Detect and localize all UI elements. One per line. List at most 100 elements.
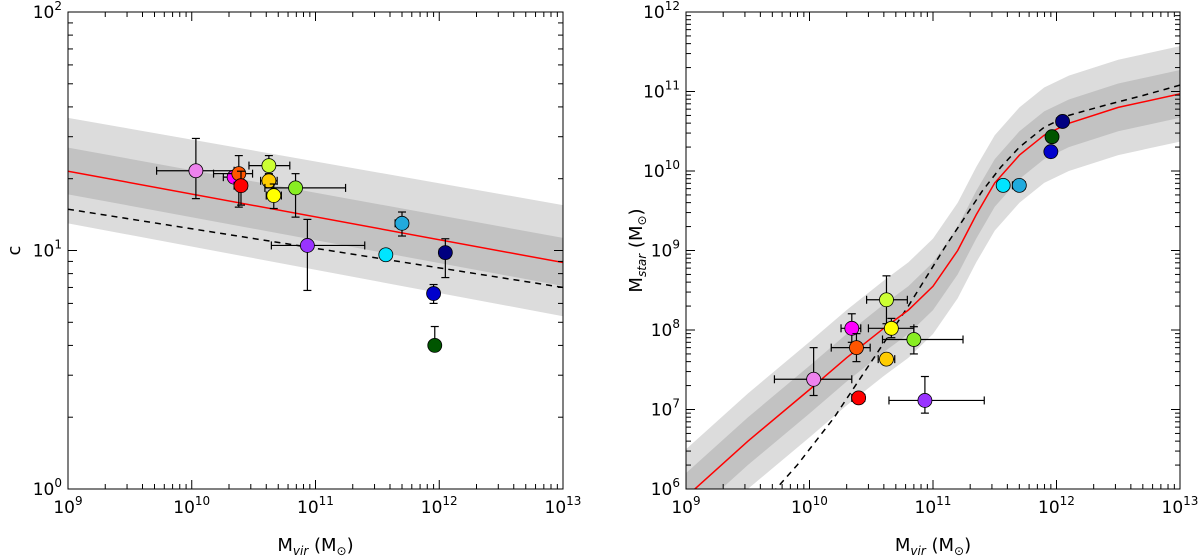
data-point-3 xyxy=(851,390,867,406)
plot-area xyxy=(68,117,563,353)
ticks xyxy=(67,11,564,490)
x-tick-label: 1012 xyxy=(1038,494,1075,518)
tick-exponent: 11 xyxy=(936,494,951,508)
x-axis-label-unit-sub: ⊙ xyxy=(337,544,347,557)
marker xyxy=(427,338,443,353)
data-point-0 xyxy=(773,347,853,397)
marker xyxy=(394,215,410,231)
tick-base: 10 xyxy=(915,498,937,518)
tick-base: 10 xyxy=(651,321,673,341)
tick-exponent: 12 xyxy=(665,0,680,13)
tick-base: 10 xyxy=(671,498,693,518)
x-tick-label: 109 xyxy=(53,494,82,518)
y-tick-label: 100 xyxy=(33,476,62,500)
marker xyxy=(266,188,282,203)
x-axis-label-sub: vir xyxy=(293,544,309,557)
tick-labels: 109 1010 1011 1012 1013106107108109101010111… xyxy=(643,0,1198,518)
tick-exponent: 9 xyxy=(693,494,701,508)
x-axis-label: Mvir (M⊙) xyxy=(277,535,353,557)
x-tick-label: 1011 xyxy=(915,494,952,518)
tick-exponent: 2 xyxy=(54,0,62,13)
marker xyxy=(1011,177,1027,193)
tick-exponent: 9 xyxy=(75,494,83,508)
x-tick-label: 1010 xyxy=(173,494,210,518)
marker xyxy=(806,371,822,387)
data-point-3 xyxy=(233,170,249,206)
tick-exponent: 13 xyxy=(566,494,581,508)
x-tick-label: 1011 xyxy=(297,494,334,518)
y-tick-label: 1011 xyxy=(643,79,680,103)
tick-base: 10 xyxy=(421,498,443,518)
tick-base: 10 xyxy=(545,498,567,518)
x-tick-label: 109 xyxy=(671,494,700,518)
marker xyxy=(883,320,899,336)
marker xyxy=(1055,114,1070,129)
tick-base: 10 xyxy=(53,498,75,518)
x-axis-label-unit: (M xyxy=(926,535,954,556)
tick-exponent: 6 xyxy=(672,476,680,490)
marker xyxy=(261,158,277,173)
data-point-2 xyxy=(830,333,871,363)
marker xyxy=(378,247,394,263)
data-point-6 xyxy=(867,317,915,339)
data-point-8 xyxy=(888,375,985,414)
tick-base: 10 xyxy=(651,242,673,262)
x-axis-label-main: M xyxy=(895,535,911,556)
y-axis-label: Mstar (M⊙) xyxy=(626,208,649,292)
tick-exponent: 0 xyxy=(54,476,62,490)
x-tick-label: 1013 xyxy=(1162,494,1199,518)
marker xyxy=(849,340,864,356)
x-axis-label: Mvir (M⊙) xyxy=(895,535,971,557)
data-point-7 xyxy=(264,173,347,218)
y-tick-label: 102 xyxy=(33,0,62,23)
marker xyxy=(233,178,249,194)
marker xyxy=(1043,144,1059,160)
data-point-10 xyxy=(394,211,410,237)
data-point-10 xyxy=(1011,177,1027,193)
stellar-mass-panel: 109 1010 1011 1012 1013106107108109101010111… xyxy=(626,0,1198,557)
tick-exponent: 10 xyxy=(665,158,680,172)
y-axis-label-sub: star xyxy=(635,253,649,277)
marker xyxy=(844,320,860,336)
marker xyxy=(906,332,922,347)
x-tick-label: 1013 xyxy=(545,494,582,518)
data-point-9 xyxy=(995,177,1011,193)
y-axis-label-unit: (M xyxy=(626,226,647,254)
curve-red-fit xyxy=(68,170,563,264)
tick-exponent: 7 xyxy=(672,397,680,411)
data-point-11 xyxy=(1043,144,1059,160)
marker xyxy=(288,180,303,196)
tick-exponent: 13 xyxy=(1183,494,1198,508)
data-point-1 xyxy=(840,313,862,343)
tick-base: 10 xyxy=(791,498,813,518)
y-tick-label: 107 xyxy=(651,397,680,421)
x-axis-label-main: M xyxy=(277,535,293,556)
marker xyxy=(995,177,1011,193)
data-point-13 xyxy=(427,325,443,353)
tick-exponent: 9 xyxy=(672,238,680,252)
data-point-11 xyxy=(426,283,441,305)
marker xyxy=(188,163,204,179)
tick-base: 10 xyxy=(33,480,55,500)
data-point-7 xyxy=(881,326,964,355)
marker xyxy=(879,292,894,308)
tick-base: 10 xyxy=(33,3,55,23)
y-tick-label: 106 xyxy=(651,476,680,500)
marker xyxy=(437,245,453,260)
y-axis-label: c xyxy=(4,246,25,256)
marker xyxy=(231,166,247,182)
tick-base: 10 xyxy=(1038,498,1060,518)
tick-base: 10 xyxy=(1162,498,1184,518)
tick-exponent: 11 xyxy=(319,494,334,508)
x-tick-label: 1012 xyxy=(421,494,458,518)
data-point-12 xyxy=(1044,129,1060,145)
data-point-8 xyxy=(270,218,366,292)
plot-area xyxy=(686,46,1180,489)
data-point-6 xyxy=(265,183,282,210)
tick-base: 10 xyxy=(643,162,665,182)
tick-exponent: 11 xyxy=(665,79,680,93)
data-point-5 xyxy=(877,351,896,367)
y-axis-label-unit-close: ) xyxy=(626,208,647,215)
tick-exponent: 10 xyxy=(195,494,210,508)
